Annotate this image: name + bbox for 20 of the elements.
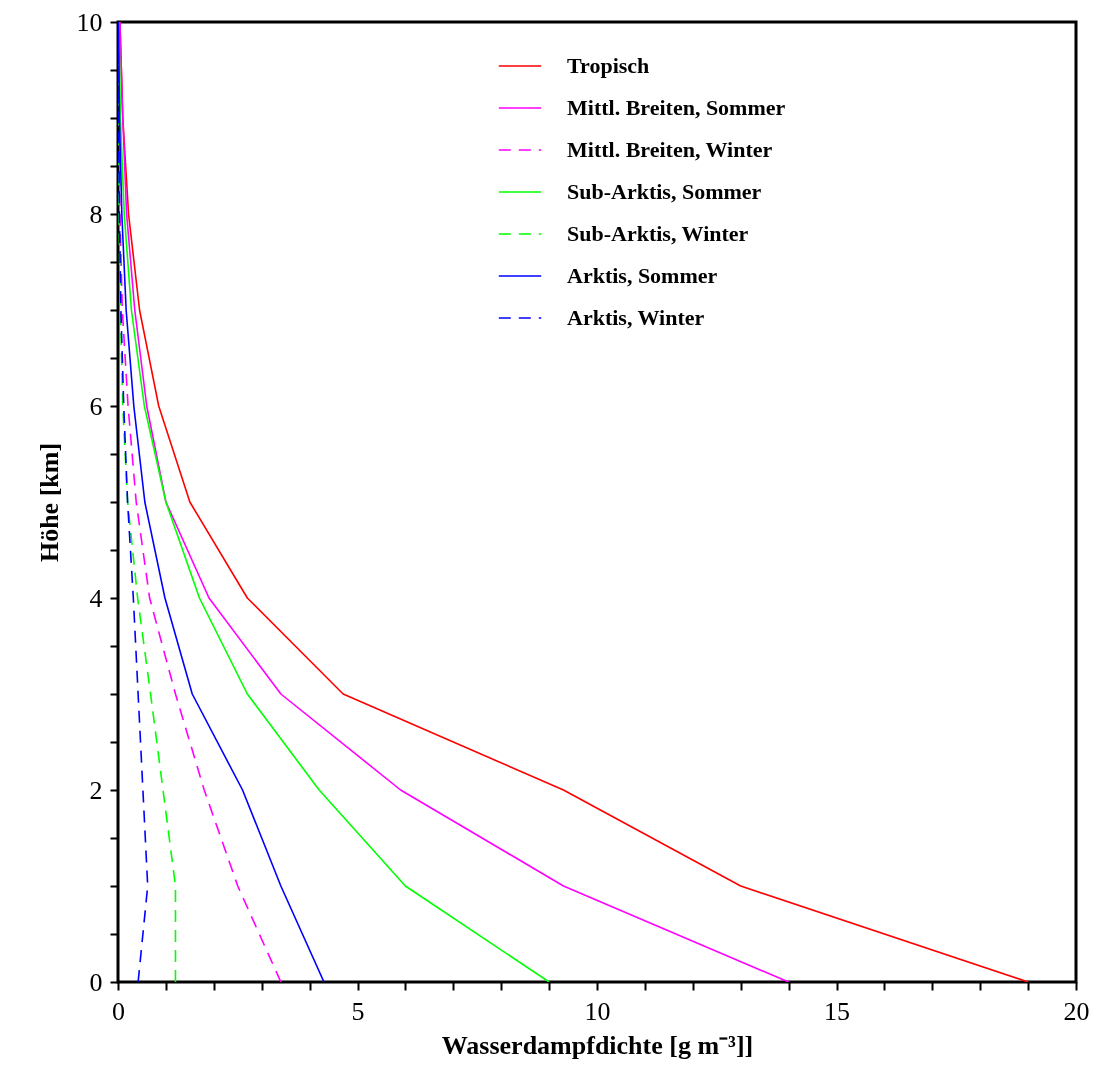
legend-label: Arktis, Winter	[567, 305, 705, 330]
y-tick-label: 0	[89, 967, 103, 997]
y-tick-label: 8	[89, 199, 103, 229]
x-axis-title: Wasserdampfdichte [g m⁻³]]	[441, 1030, 754, 1060]
y-tick-label: 6	[89, 391, 103, 421]
y-tick-label: 4	[89, 583, 103, 613]
x-tick-label: 5	[351, 996, 365, 1026]
legend-label: Arktis, Sommer	[567, 263, 718, 288]
x-tick-label: 0	[112, 996, 125, 1026]
y-tick-label: 2	[89, 775, 103, 805]
legend-label: Sub-Arktis, Winter	[567, 221, 749, 246]
legend-label: Tropisch	[567, 53, 650, 78]
x-tick-label: 20	[1063, 996, 1090, 1026]
x-tick-label: 15	[824, 996, 850, 1026]
legend-label: Sub-Arktis, Sommer	[567, 179, 762, 204]
x-tick-label: 10	[584, 996, 611, 1026]
legend-label: Mittl. Breiten, Winter	[567, 137, 773, 162]
y-tick-label: 10	[76, 7, 103, 37]
y-axis-title: Höhe [km]	[34, 442, 64, 563]
legend-label: Mittl. Breiten, Sommer	[567, 95, 786, 120]
